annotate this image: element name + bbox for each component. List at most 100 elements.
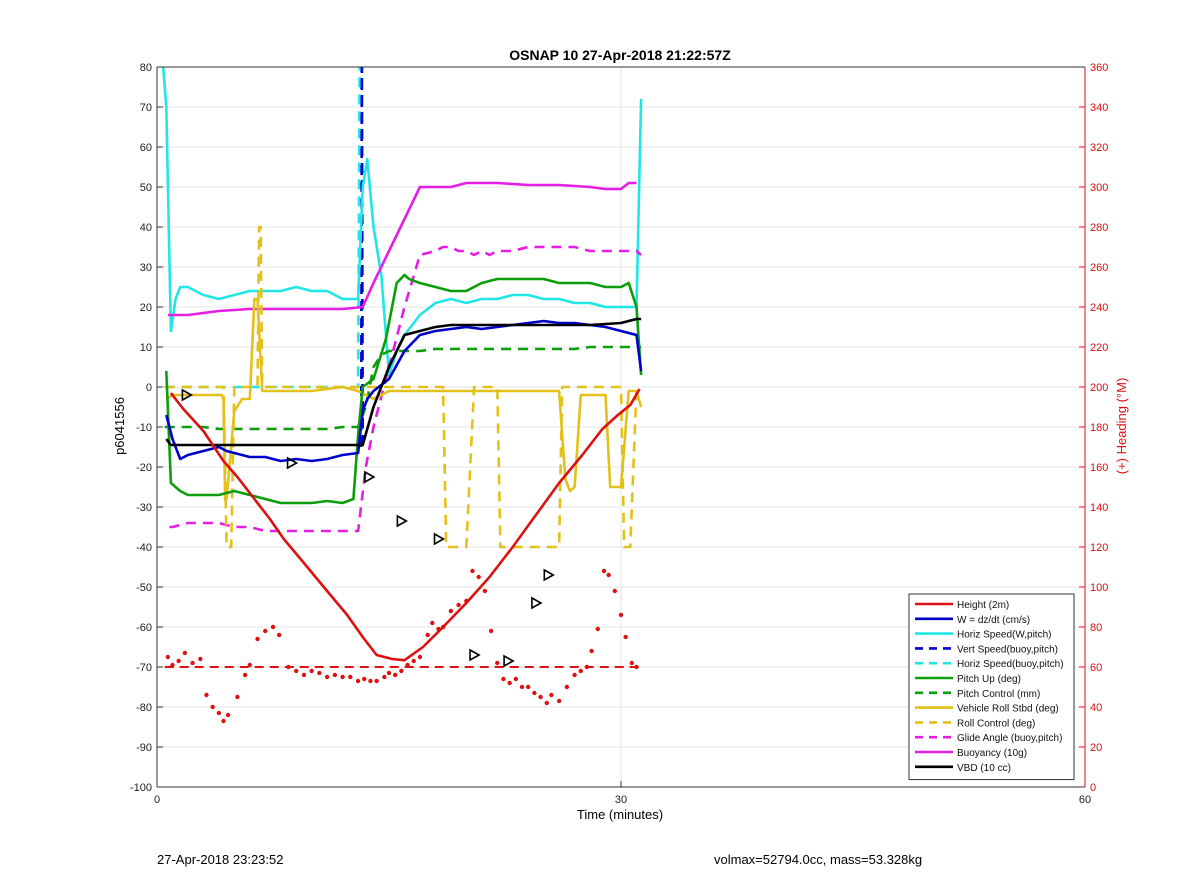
series-line: [165, 297, 643, 501]
heading-point: [405, 662, 410, 668]
y2-tick-label: 280: [1090, 222, 1108, 234]
heading-point: [182, 650, 188, 656]
heading-point: [564, 684, 570, 690]
y-tick-label: 40: [140, 222, 152, 234]
heading-point: [235, 694, 240, 700]
y2-tick-label: 220: [1090, 342, 1108, 354]
footer-timestamp: 27-Apr-2018 23:23:52: [157, 852, 284, 867]
heading-point: [589, 648, 594, 654]
legend-item-label: Pitch Up (deg): [957, 674, 1021, 685]
height-marker: [286, 456, 299, 470]
heading-point: [513, 676, 519, 682]
heading-point: [507, 680, 512, 686]
legend-item-label: Height (2m): [957, 600, 1009, 611]
heading-point: [242, 672, 248, 678]
heading-point: [618, 612, 624, 618]
heading-point: [386, 670, 392, 676]
chart-title: OSNAP 10 27-Apr-2018 21:22:57Z: [509, 47, 731, 63]
y2-tick-label: 300: [1090, 182, 1108, 194]
series-line: [164, 345, 642, 431]
y-tick-label: -60: [136, 622, 152, 634]
height-marker: [396, 514, 409, 528]
y-tick-label: -90: [136, 742, 152, 754]
heading-point: [584, 664, 590, 670]
y2-tick-label: 260: [1090, 262, 1108, 274]
heading-point: [549, 692, 554, 698]
heading-point: [448, 608, 454, 614]
y-tick-label: -100: [130, 782, 152, 794]
series-line: [165, 319, 643, 463]
x-tick-label: 60: [1079, 794, 1091, 806]
heading-point: [309, 668, 314, 674]
heading-point: [417, 654, 423, 660]
heading-point: [176, 658, 181, 664]
heading-point: [221, 718, 226, 724]
x-axis-label: Time (minutes): [577, 807, 663, 822]
heading-point: [601, 568, 607, 574]
heading-point: [476, 574, 481, 580]
heading-point: [362, 676, 367, 682]
x-tick-label: 0: [154, 794, 160, 806]
y2-tick-label: 80: [1090, 622, 1102, 634]
y-tick-label: -70: [136, 662, 152, 674]
y-tick-label: -30: [136, 502, 152, 514]
legend-item-label: Buoyancy (10g): [957, 748, 1027, 759]
heading-point: [317, 670, 322, 676]
heading-point: [578, 668, 583, 674]
heading-point: [411, 658, 416, 664]
legend-item-label: Vert Speed(buoy,pitch): [957, 644, 1058, 655]
heading-point: [324, 674, 330, 680]
height-marker: [433, 532, 446, 546]
y-tick-label: 70: [140, 102, 152, 114]
heading-point: [294, 668, 299, 674]
heading-point: [286, 664, 291, 670]
heading-point: [392, 672, 398, 678]
height-marker: [364, 470, 376, 484]
heading-point: [225, 712, 231, 718]
heading-point: [501, 676, 506, 682]
series-line: [167, 181, 637, 317]
heading-point: [623, 634, 628, 640]
y2-tick-label: 20: [1090, 742, 1102, 754]
legend-item-label: VBD (10 cc): [957, 763, 1011, 774]
x-tick-label: 30: [615, 794, 627, 806]
heading-point: [612, 588, 618, 594]
heading-point: [572, 672, 577, 678]
heading-point: [544, 700, 549, 706]
height-marker: [469, 648, 481, 662]
y-tick-label: 60: [140, 142, 152, 154]
legend-item-label: Vehicle Roll Stbd (deg): [957, 704, 1059, 715]
heading-point: [532, 690, 537, 696]
heading-point: [340, 674, 345, 680]
heading-point: [332, 672, 338, 678]
heading-point: [247, 662, 252, 668]
heading-point: [165, 654, 171, 660]
axes: 80706050403020100-10-20-30-40-50-60-70-8…: [130, 62, 1108, 806]
heading-point: [263, 628, 268, 634]
heading-point: [519, 684, 525, 690]
y-tick-label: -20: [136, 462, 152, 474]
footer-info: volmax=52794.0cc, mass=53.328kg: [714, 852, 923, 867]
y2-tick-label: 100: [1090, 582, 1108, 594]
y2-tick-label: 140: [1090, 502, 1108, 514]
y2-tick-label: 360: [1090, 62, 1108, 74]
y2-tick-label: 180: [1090, 422, 1108, 434]
legend: Height (2m) W = dz/dt (cm/s) Horiz Speed(W…: [908, 593, 1075, 781]
y-tick-label: -80: [136, 702, 152, 714]
y-tick-label: 50: [140, 182, 152, 194]
height-marker: [503, 654, 515, 668]
heading-point: [629, 660, 635, 666]
legend-item-label: W = dz/dt (cm/s): [957, 615, 1030, 626]
y2-tick-label: 160: [1090, 462, 1108, 474]
y-tick-label: 0: [146, 382, 152, 394]
heading-point: [606, 572, 611, 578]
y-tick-label: 80: [140, 62, 152, 74]
heading-point: [430, 620, 435, 626]
y-tick-label: -40: [136, 542, 152, 554]
series-line: [164, 225, 640, 549]
y-tick-label: 10: [140, 342, 152, 354]
heading-point: [355, 678, 361, 684]
y2-tick-label: 40: [1090, 702, 1102, 714]
heading-point: [399, 668, 404, 674]
heading-point: [198, 656, 203, 662]
